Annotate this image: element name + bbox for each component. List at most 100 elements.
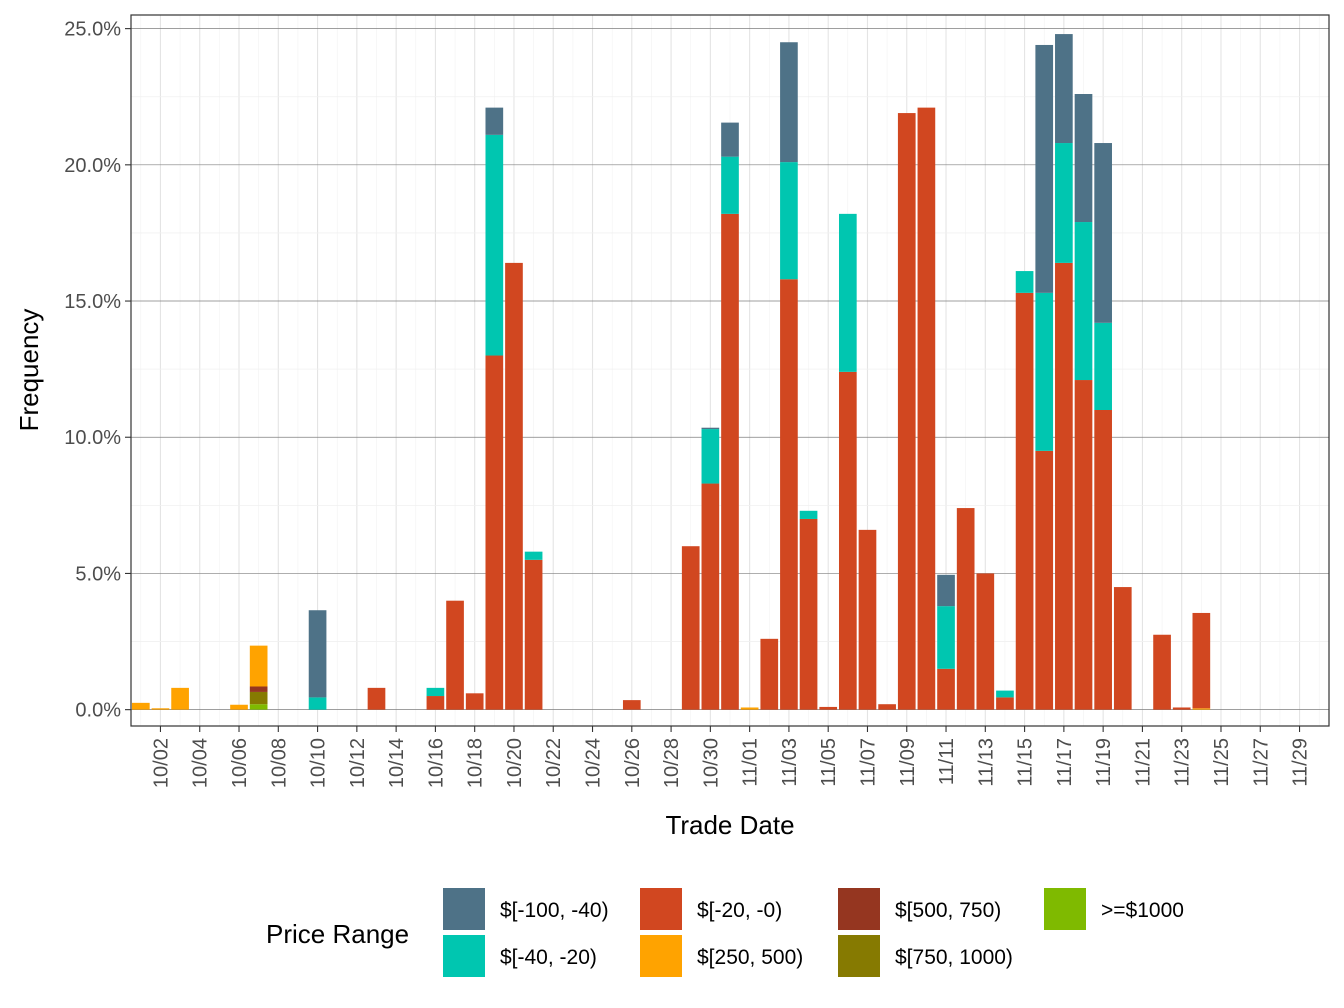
bar-segment <box>721 156 739 214</box>
bar-segment <box>446 600 464 710</box>
legend-swatch <box>443 888 485 930</box>
bar-segment <box>151 708 170 710</box>
bar-segment <box>249 691 268 705</box>
bar-segment <box>1074 94 1093 223</box>
bar-segment <box>249 645 268 687</box>
bar-segment <box>1074 380 1093 710</box>
legend-title: Price Range <box>266 919 409 949</box>
bar-segment <box>996 697 1014 710</box>
x-tick-label: 11/27 <box>1250 738 1272 787</box>
legend-swatch <box>640 935 682 977</box>
x-tick-label: 10/10 <box>308 738 330 788</box>
x-tick-label: 10/12 <box>347 738 369 788</box>
bar-segment <box>1035 292 1054 451</box>
y-axis-title: Frequency <box>14 309 44 432</box>
x-tick-label: 10/20 <box>504 738 526 788</box>
bar-segment <box>780 162 798 280</box>
legend-swatch <box>640 888 682 930</box>
bar-segment <box>308 697 327 710</box>
bar-segment <box>937 668 955 710</box>
bar-segment <box>308 610 327 698</box>
bar-segment <box>1015 292 1034 710</box>
x-tick-label: 10/04 <box>190 738 212 788</box>
bar-segment <box>426 687 445 697</box>
legend-swatch <box>838 935 880 977</box>
x-tick-label: 11/23 <box>1172 738 1194 787</box>
bar-segment <box>131 702 150 710</box>
bar-segment <box>780 42 798 163</box>
bar-segment <box>956 508 975 710</box>
x-tick-label: 10/28 <box>661 738 683 788</box>
bar-segment <box>937 606 955 669</box>
bar-segment <box>937 574 955 607</box>
bar-segment <box>230 704 248 710</box>
bar-segment <box>838 213 857 372</box>
bars <box>131 34 1211 710</box>
bar-segment <box>465 693 484 710</box>
bar-segment <box>1153 634 1171 710</box>
legend-label: $[-20, -0) <box>697 899 782 922</box>
bar-segment <box>917 107 936 710</box>
x-tick-label: 10/14 <box>386 738 408 788</box>
bar-segment <box>524 551 543 560</box>
x-tick-label: 11/09 <box>897 738 919 787</box>
bar-segment <box>485 134 504 356</box>
bar-segment <box>976 573 995 710</box>
bar-segment <box>367 687 386 710</box>
bar-segment <box>740 707 759 710</box>
bar-segment <box>1113 587 1132 710</box>
legend: Price Range $[-100, -40) $[-40, -20) $[-20… <box>266 888 1184 977</box>
bar-segment <box>485 355 504 710</box>
legend-label: >=$1000 <box>1101 899 1184 922</box>
bar-segment <box>426 696 445 710</box>
x-axis-title: Trade Date <box>665 810 794 840</box>
x-tick-label: 11/17 <box>1054 738 1076 787</box>
bar-segment <box>1094 143 1112 323</box>
bar-segment <box>780 279 798 710</box>
y-tick-label: 0.0% <box>75 700 121 722</box>
bar-segment <box>1055 143 1073 263</box>
legend-swatch <box>443 935 485 977</box>
x-tick-label: 10/18 <box>465 738 487 788</box>
bar-segment <box>485 107 504 135</box>
bar-segment <box>681 546 700 710</box>
y-axis: 0.0% 5.0% 10.0% 15.0% 20.0% 25.0% <box>64 19 131 722</box>
x-tick-label: 11/01 <box>740 738 762 787</box>
plot-panel-border <box>130 14 1330 727</box>
legend-label: $[-40, -20) <box>500 946 597 969</box>
bar-segment <box>524 559 543 710</box>
bar-segment <box>1055 262 1073 710</box>
bar-segment <box>505 262 523 710</box>
legend-swatch <box>1044 888 1086 930</box>
x-tick-label: 11/29 <box>1290 738 1312 787</box>
y-tick-label: 10.0% <box>64 427 121 449</box>
bar-segment <box>1192 612 1211 709</box>
bar-segment <box>249 686 268 692</box>
bar-segment <box>1094 322 1112 410</box>
x-tick-label: 11/05 <box>818 738 840 787</box>
x-tick-label: 11/15 <box>1015 738 1037 787</box>
legend-label: $[750, 1000) <box>895 946 1013 969</box>
x-tick-label: 10/02 <box>150 738 172 788</box>
x-tick-label: 10/22 <box>543 738 565 788</box>
x-tick-label: 10/30 <box>700 738 722 788</box>
legend-swatch <box>838 888 880 930</box>
bar-segment <box>1055 34 1073 144</box>
y-tick-label: 5.0% <box>75 563 121 585</box>
bar-segment <box>701 427 720 430</box>
x-axis: 10/02 10/04 10/06 10/08 10/10 10/12 10/14 10/16… <box>150 726 1312 788</box>
bar-segment <box>838 371 857 710</box>
x-tick-label: 11/07 <box>857 738 879 787</box>
bar-segment <box>1074 222 1093 381</box>
x-tick-label: 11/11 <box>936 738 958 785</box>
bar-segment <box>799 518 818 710</box>
x-tick-label: 11/19 <box>1093 738 1115 787</box>
y-tick-label: 25.0% <box>64 19 121 41</box>
x-tick-label: 11/13 <box>975 738 997 787</box>
bar-segment <box>819 706 838 710</box>
x-tick-label: 10/08 <box>268 738 290 788</box>
x-tick-label: 11/25 <box>1211 738 1233 787</box>
y-tick-label: 20.0% <box>64 155 121 177</box>
bar-segment <box>1035 44 1054 293</box>
